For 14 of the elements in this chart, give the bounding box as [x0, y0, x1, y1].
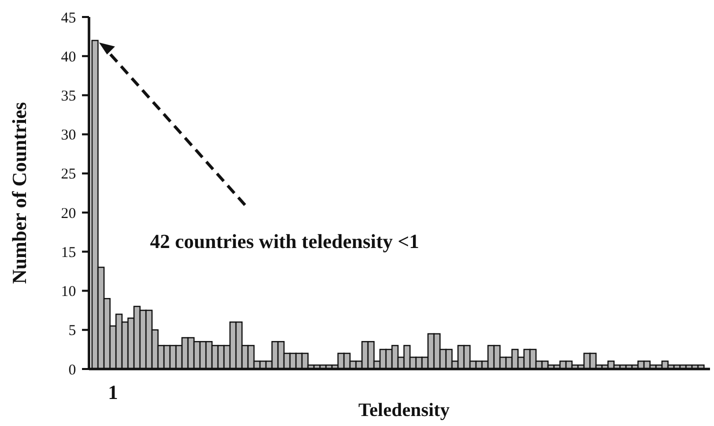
y-tick-label: 25: [61, 166, 76, 183]
y-tick-label: 5: [68, 323, 76, 340]
y-tick-label: 40: [61, 49, 76, 66]
y-tick-label: 0: [68, 362, 76, 378]
y-tick-label: 30: [61, 128, 76, 144]
y-tick-label: 20: [61, 206, 76, 222]
y-tick-label: 10: [61, 284, 76, 300]
y-tick-label: 35: [61, 88, 76, 104]
y-tick-label: 45: [61, 10, 76, 26]
y-tick-label: 15: [61, 244, 76, 261]
annotation: 42 countries with teledensity <1: [150, 231, 420, 253]
y-axis-title: Number of Countries: [9, 102, 31, 284]
x-tick-label: 1: [108, 382, 118, 404]
x-axis-title: Teledensity: [358, 400, 450, 421]
